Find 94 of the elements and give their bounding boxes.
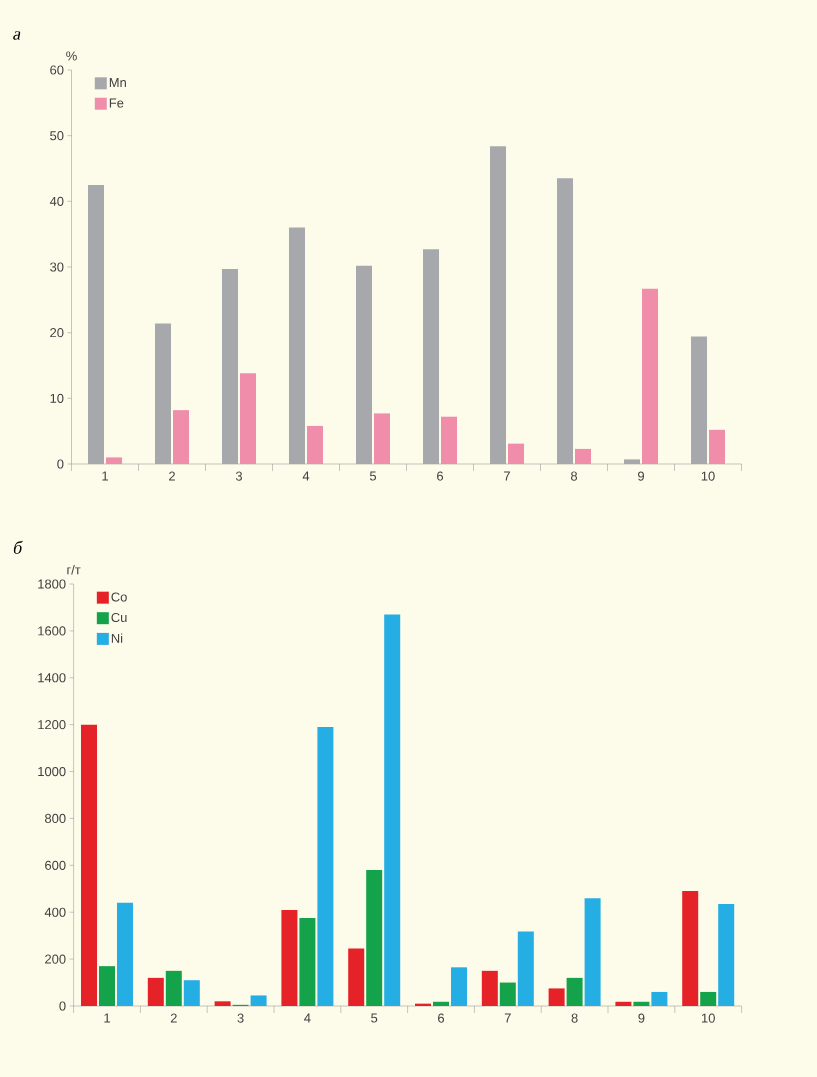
y-tick-label: 40 <box>49 196 64 206</box>
bar <box>651 991 668 1006</box>
bar <box>88 184 104 464</box>
x-tick-label: 10 <box>701 1013 715 1023</box>
x-tick-label: 9 <box>638 471 644 481</box>
x-tick-label: 2 <box>169 471 175 481</box>
y-tick-label: 60 <box>50 65 64 75</box>
bar <box>173 410 189 464</box>
chart-title: а <box>13 31 21 40</box>
y-tick-label: 0 <box>57 459 64 469</box>
bar <box>240 373 256 464</box>
bar <box>633 1001 650 1006</box>
bar <box>709 429 726 464</box>
y-tick-label: 800 <box>45 813 66 824</box>
bar <box>490 146 507 464</box>
bar <box>481 970 498 1006</box>
bar <box>165 970 182 1006</box>
x-tick-label: 1 <box>102 471 108 481</box>
bar <box>691 336 708 464</box>
x-tick-label: 6 <box>437 471 444 481</box>
x-tick-label: 4 <box>304 1013 311 1023</box>
bar <box>155 323 171 464</box>
bar <box>374 413 390 464</box>
bar <box>451 967 467 1006</box>
legend-label: Co <box>111 592 127 602</box>
y-tick-label: 10 <box>50 393 64 403</box>
x-tick-label: 10 <box>701 471 715 481</box>
bar <box>116 902 133 1006</box>
y-tick-label: 1600 <box>38 626 66 636</box>
bar <box>348 948 365 1006</box>
x-tick-label: 5 <box>369 471 377 481</box>
bar <box>517 931 534 1006</box>
x-tick-label: 3 <box>235 471 243 481</box>
bar <box>99 966 115 1006</box>
bar <box>718 904 735 1006</box>
bar <box>566 977 583 1006</box>
bar <box>682 891 699 1006</box>
bar <box>615 1001 632 1006</box>
y-tick-label: 400 <box>44 907 66 917</box>
x-tick-label: 5 <box>371 1013 378 1023</box>
bar <box>499 982 516 1006</box>
x-tick-label: 8 <box>571 1013 578 1023</box>
bar <box>557 178 574 464</box>
y-tick-label: 20 <box>50 328 64 338</box>
x-tick-label: 7 <box>504 1013 511 1023</box>
bar <box>642 288 659 464</box>
bar <box>317 727 334 1006</box>
y-tick-label: 600 <box>45 860 66 870</box>
bar <box>433 1001 449 1006</box>
x-tick-label: 3 <box>237 1013 244 1023</box>
legend-label: Ni <box>111 633 123 643</box>
chart-title: б <box>13 540 23 554</box>
bar <box>307 425 323 464</box>
bar <box>441 416 457 464</box>
y-tick-label: 30 <box>50 262 64 272</box>
y-tick-label: 1400 <box>38 673 66 683</box>
bar <box>508 443 524 464</box>
bar <box>81 724 98 1006</box>
y-axis-title: % <box>66 51 77 61</box>
x-tick-label: 7 <box>504 471 510 481</box>
bar <box>548 988 565 1006</box>
bar <box>356 265 373 464</box>
bar <box>106 457 122 464</box>
bar <box>384 614 401 1006</box>
y-tick-label: 0 <box>59 1001 66 1011</box>
bar <box>214 1001 231 1006</box>
bar <box>289 227 306 464</box>
y-tick-label: 50 <box>50 131 64 141</box>
legend-label: Fe <box>109 98 124 108</box>
y-tick-label: 1800 <box>38 579 66 589</box>
bar <box>250 995 267 1006</box>
bar <box>624 459 641 464</box>
x-tick-label: 1 <box>104 1013 110 1023</box>
bar <box>423 249 440 464</box>
legend-label: Cu <box>111 612 127 623</box>
bar <box>366 870 383 1006</box>
bar <box>575 448 591 464</box>
x-tick-label: 6 <box>438 1013 445 1023</box>
y-axis-title: г/т <box>67 564 81 575</box>
bar <box>222 268 239 464</box>
x-tick-label: 8 <box>570 471 578 481</box>
x-tick-label: 9 <box>638 1013 645 1023</box>
bar <box>281 909 298 1006</box>
bar <box>584 898 601 1006</box>
x-tick-label: 2 <box>170 1013 177 1023</box>
legend-label: Mn <box>109 78 126 88</box>
y-tick-label: 200 <box>45 954 66 964</box>
y-tick-label: 1000 <box>38 766 66 777</box>
y-tick-label: 1200 <box>38 720 66 730</box>
bar <box>183 980 200 1006</box>
x-tick-label: 4 <box>302 471 310 481</box>
bar <box>147 977 164 1006</box>
bar <box>299 918 316 1006</box>
bar <box>700 991 717 1006</box>
